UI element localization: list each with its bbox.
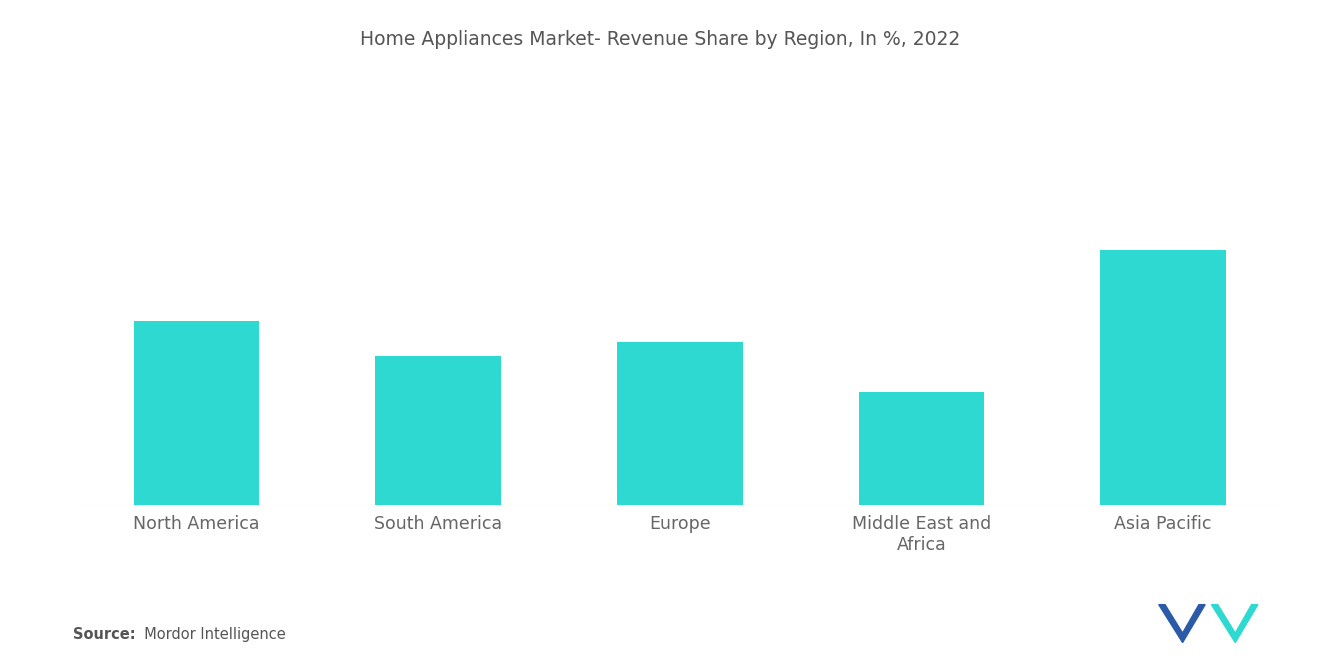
Polygon shape bbox=[1159, 604, 1205, 642]
Text: Home Appliances Market- Revenue Share by Region, In %, 2022: Home Appliances Market- Revenue Share by… bbox=[360, 30, 960, 49]
Text: Mordor Intelligence: Mordor Intelligence bbox=[135, 626, 285, 642]
Polygon shape bbox=[1212, 604, 1258, 642]
Bar bbox=[616, 342, 743, 505]
Bar bbox=[1100, 250, 1226, 505]
Bar bbox=[858, 392, 985, 505]
Text: Source:: Source: bbox=[73, 626, 135, 642]
Bar bbox=[133, 321, 260, 505]
Bar bbox=[375, 356, 502, 505]
